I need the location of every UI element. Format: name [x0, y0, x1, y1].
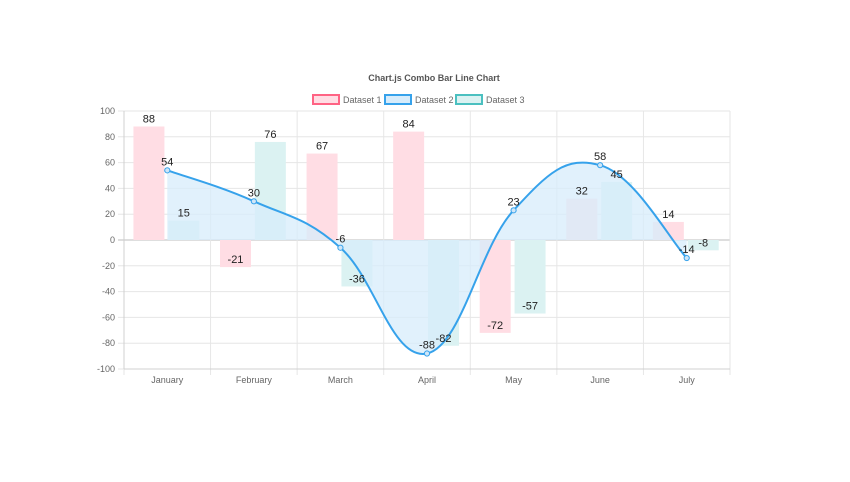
x-tick-label-january: January: [151, 375, 184, 385]
legend-swatch-dataset-3[interactable]: [455, 94, 483, 105]
bar-dataset-1-april[interactable]: [393, 131, 425, 240]
data-label-dataset-1: 84: [403, 119, 415, 131]
data-label-dataset-2: 58: [594, 151, 606, 163]
data-labels: 88 15 -21 76 67 -36 84 -82 -72 -57 32 45 14 -8 54 30 -6 -…: [143, 113, 708, 351]
data-label-dataset-1: -21: [228, 254, 244, 266]
legend: Dataset 1 Dataset 2 Dataset 3: [312, 94, 525, 105]
y-tick-label: -20: [102, 261, 115, 271]
y-tick-label: 20: [105, 209, 115, 219]
data-label-dataset-3: -8: [698, 237, 708, 249]
point-dataset-2-april[interactable]: [423, 350, 431, 357]
data-label-dataset-1: 67: [316, 141, 328, 153]
point-dataset-2-june[interactable]: [597, 162, 604, 169]
data-label-dataset-3: -36: [349, 273, 365, 285]
x-tick-label-july: July: [679, 375, 696, 385]
data-label-dataset-3: 45: [611, 169, 623, 181]
point-dataset-2-march[interactable]: [337, 244, 344, 251]
bar-dataset-1-february[interactable]: [219, 240, 251, 268]
bar-dataset-3-may[interactable]: [514, 240, 546, 314]
data-label-dataset-2: -6: [336, 234, 346, 246]
x-tick-label-april: April: [418, 375, 436, 385]
y-tick-label: 100: [100, 106, 115, 116]
y-tick-label: -80: [102, 338, 115, 348]
legend-label-dataset-2[interactable]: Dataset 2: [415, 95, 454, 105]
data-label-dataset-3: 76: [264, 129, 276, 141]
x-tick-label-may: May: [505, 375, 523, 385]
data-label-dataset-2: 54: [161, 156, 173, 168]
point-dataset-2-july[interactable]: [683, 254, 690, 262]
y-tick-label: -60: [102, 312, 115, 322]
legend-label-dataset-1[interactable]: Dataset 1: [343, 95, 382, 105]
bar-dataset-1-january[interactable]: [133, 126, 165, 240]
data-label-dataset-1: 14: [662, 209, 674, 221]
x-tick-label-march: March: [328, 375, 353, 385]
legend-swatch-dataset-2[interactable]: [384, 94, 412, 105]
point-dataset-2-february[interactable]: [250, 198, 257, 205]
x-tick-label-february: February: [236, 375, 273, 385]
data-label-dataset-2: -88: [419, 340, 435, 352]
data-label-dataset-3: -57: [522, 301, 538, 313]
data-label-dataset-1: -72: [487, 320, 503, 332]
data-label-dataset-2: 30: [248, 187, 260, 199]
point-dataset-2-january[interactable]: [164, 167, 171, 174]
data-label-dataset-3: -82: [436, 333, 452, 345]
data-label-dataset-3: 15: [178, 208, 190, 220]
y-tick-label: 0: [110, 235, 115, 245]
data-label-dataset-2: -14: [679, 244, 695, 256]
dataset-2-area: [167, 162, 687, 354]
legend-label-dataset-3[interactable]: Dataset 3: [486, 95, 525, 105]
y-tick-label: 60: [105, 158, 115, 168]
bar-dataset-3-july[interactable]: [687, 240, 719, 251]
point-dataset-2-may[interactable]: [510, 207, 517, 214]
y-tick-label: -40: [102, 287, 115, 297]
dataset-2-line: [164, 161, 690, 357]
y-tick-label: -100: [97, 364, 115, 374]
data-label-dataset-2: 23: [507, 196, 519, 208]
x-tick-label-june: June: [590, 375, 610, 385]
data-label-dataset-1: 88: [143, 113, 155, 125]
data-label-dataset-1: 32: [576, 186, 588, 198]
chart-title: Chart.js Combo Bar Line Chart: [368, 73, 500, 83]
y-tick-label: 80: [105, 132, 115, 142]
legend-swatch-dataset-1[interactable]: [312, 94, 340, 105]
axes: January February March April May June July: [123, 111, 730, 385]
y-tick-label: 40: [105, 183, 115, 193]
